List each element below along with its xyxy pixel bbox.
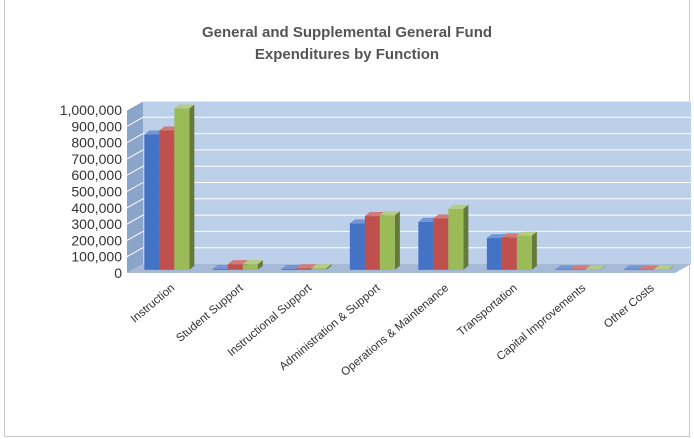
bar-top	[379, 211, 400, 216]
bar-top	[311, 264, 332, 269]
bar-top	[516, 231, 537, 236]
bar-top	[174, 104, 195, 109]
x-category-label: Other Costs	[602, 282, 657, 331]
y-tick-label: 200,000	[71, 232, 122, 248]
bar-front	[212, 268, 228, 270]
bar-front	[379, 215, 395, 270]
chart-title-line-1: General and Supplemental General Fund	[201, 24, 493, 41]
bar-front	[227, 264, 243, 270]
bar-top	[296, 264, 317, 269]
bar-front	[144, 134, 160, 270]
y-tick-label: 1,000,000	[60, 102, 122, 118]
bar-top	[570, 265, 591, 270]
plot-floor	[127, 264, 691, 273]
gridline-side	[126, 149, 144, 160]
y-tick-label: 300,000	[71, 216, 122, 232]
bar-front	[433, 218, 449, 270]
bar-front	[349, 223, 365, 270]
bar-top	[364, 212, 385, 217]
bar-front	[174, 108, 190, 270]
gridline-side	[126, 100, 144, 111]
bar	[653, 265, 674, 270]
bar	[174, 104, 195, 270]
bar-front	[296, 268, 312, 270]
y-tick-label: 900,000	[71, 118, 122, 134]
gridline-side	[126, 198, 144, 209]
chart-title: General and Supplemental General Fund Ex…	[0, 22, 694, 66]
bar-front	[501, 237, 517, 270]
x-category-label: Instruction	[129, 282, 177, 325]
x-category-label: Transportation	[455, 282, 519, 339]
bar	[379, 211, 400, 270]
bar	[516, 231, 537, 270]
bar-top	[242, 260, 263, 265]
bar-side	[189, 104, 195, 270]
bar-side	[394, 211, 400, 270]
y-tick-label: 0	[114, 265, 122, 281]
x-category-label: Operations & Maintenance	[339, 282, 451, 379]
bar-front	[311, 268, 327, 270]
y-tick-label: 500,000	[71, 184, 122, 200]
bar-top	[227, 260, 248, 265]
y-tick-label: 700,000	[71, 151, 122, 167]
gridline-side	[126, 247, 144, 258]
bar	[585, 265, 606, 270]
y-tick-label: 800,000	[71, 135, 122, 151]
bar-top	[486, 234, 507, 239]
bar	[242, 260, 263, 270]
chart-title-line-2: Expenditures by Function	[254, 46, 440, 63]
gridline-side	[126, 116, 144, 127]
bar-front	[418, 221, 434, 270]
gridline-side	[126, 165, 144, 176]
gridline-side	[126, 230, 144, 241]
bar-side	[600, 265, 606, 270]
gridline-side	[126, 182, 144, 192]
bar-front	[448, 208, 464, 270]
bar-side	[326, 264, 332, 270]
gridline-side	[126, 214, 144, 225]
bar-front	[242, 264, 258, 270]
x-category-label: Student Support	[174, 282, 246, 345]
bar-front	[516, 235, 532, 270]
y-tick-label: 400,000	[71, 200, 122, 216]
bar-front	[364, 216, 380, 270]
bar	[448, 204, 469, 270]
bar-top	[281, 265, 302, 270]
gridline-side	[126, 133, 144, 144]
bar-top	[623, 265, 644, 270]
bar-front	[486, 238, 502, 270]
bar-top	[585, 265, 606, 270]
bar-top	[555, 265, 576, 270]
bar-front	[281, 268, 297, 270]
bar-side	[257, 260, 263, 270]
bar-side	[463, 204, 469, 270]
y-tick-label: 600,000	[71, 167, 122, 183]
bar-top	[638, 265, 659, 270]
bar-top	[653, 265, 674, 270]
bar-top	[448, 204, 469, 209]
bar-front	[159, 130, 175, 270]
y-tick-label: 100,000	[71, 249, 122, 265]
bar	[311, 264, 332, 270]
bar-side	[668, 265, 674, 270]
bar-side	[531, 231, 537, 270]
